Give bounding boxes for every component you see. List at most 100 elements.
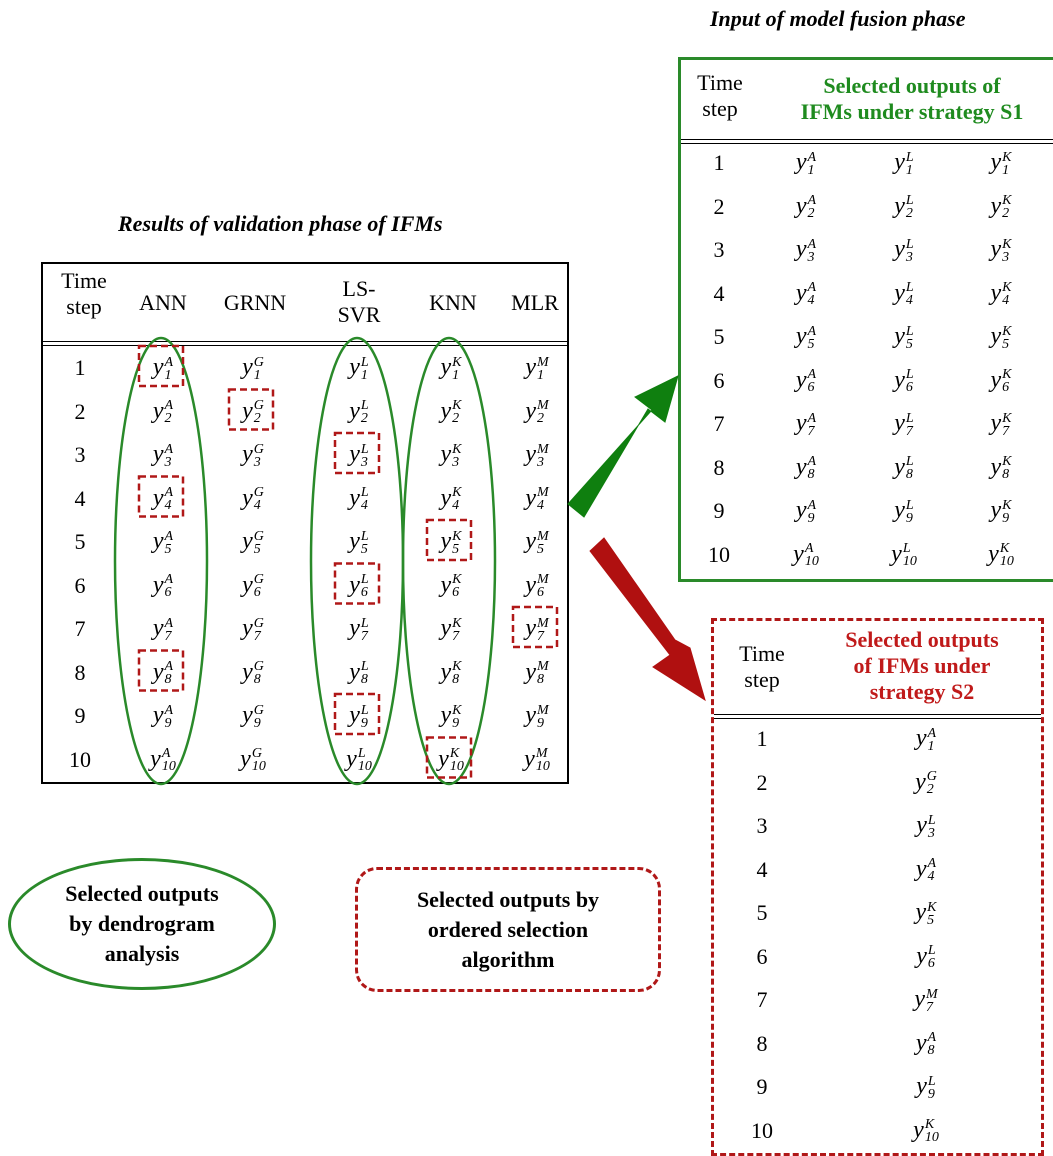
legend-ordered-line-1: Selected outputs by: [416, 886, 600, 912]
selected-box-step-1: [137, 344, 185, 388]
red-arrow: [589, 537, 706, 702]
time-step-5: 5: [74, 529, 86, 554]
s2-output-K-10: y K 10: [913, 1116, 939, 1146]
strategy-s1-table: Time step Selected outputs of IFMs under…: [678, 57, 1053, 582]
selected-box-step-7: [511, 605, 559, 649]
s1-time-step-5: 5: [713, 324, 725, 349]
dendrogram-ellipses: [113, 336, 497, 786]
s2-time-step-2: 2: [756, 769, 768, 795]
header-ann: ANN: [139, 290, 187, 315]
legend-ordered-line-3: algorithm: [461, 946, 555, 972]
s1-output-A-10: y A 10: [793, 540, 819, 570]
header-grnn: GRNN: [223, 290, 287, 315]
s1-header-title: Selected outputs of IFMs under strategy …: [800, 73, 1024, 124]
s2-time-step-1: 1: [756, 726, 768, 751]
selected-box-step-4: [137, 475, 185, 518]
legend-ordered-selection: Selected outputs by ordered selection al…: [355, 867, 661, 992]
time-step-9: 9: [74, 703, 86, 728]
selected-box-step-2: [227, 388, 275, 431]
time-step-10: 10: [69, 746, 91, 772]
selected-box-step-8: [137, 649, 185, 692]
s1-header-rule-bottom: [681, 143, 1053, 144]
dendrogram-ellipse-knn: [401, 336, 497, 786]
selected-box-step-10: [425, 736, 473, 779]
s2-header-rule-top: [714, 714, 1041, 715]
s1-time-step-2: 2: [713, 193, 725, 219]
time-step-4: 4: [74, 485, 86, 511]
header-rule-bottom: [43, 345, 567, 346]
ordered-selection-boxes: [137, 344, 559, 779]
output-A-10: y A 10: [150, 745, 176, 775]
s2-header-time-step: Time step: [739, 641, 785, 692]
s1-time-step-3: 3: [713, 237, 725, 262]
header-ls-svr: LS- SVR: [337, 276, 381, 327]
selected-box-step-5: [425, 518, 473, 562]
s2-header-rule-bottom: [714, 718, 1041, 719]
s2-time-step-4: 4: [756, 856, 768, 882]
strategy-s2-table: Time step Selected outputs of IFMs under…: [711, 618, 1044, 1156]
s2-time-step-9: 9: [756, 1074, 768, 1099]
s2-time-step-7: 7: [756, 987, 768, 1012]
s2-time-step-6: 6: [756, 943, 768, 969]
header-knn: KNN: [429, 290, 477, 315]
s2-time-step-10: 10: [751, 1117, 773, 1143]
output-K-10: y K 10: [438, 745, 464, 775]
s2-time-step-5: 5: [756, 900, 768, 925]
time-step-7: 7: [74, 616, 86, 641]
s1-output-L-10: y L 10: [891, 540, 917, 570]
dendrogram-ellipse-ls-svr: [309, 336, 405, 786]
selected-box-step-9: [333, 692, 381, 736]
